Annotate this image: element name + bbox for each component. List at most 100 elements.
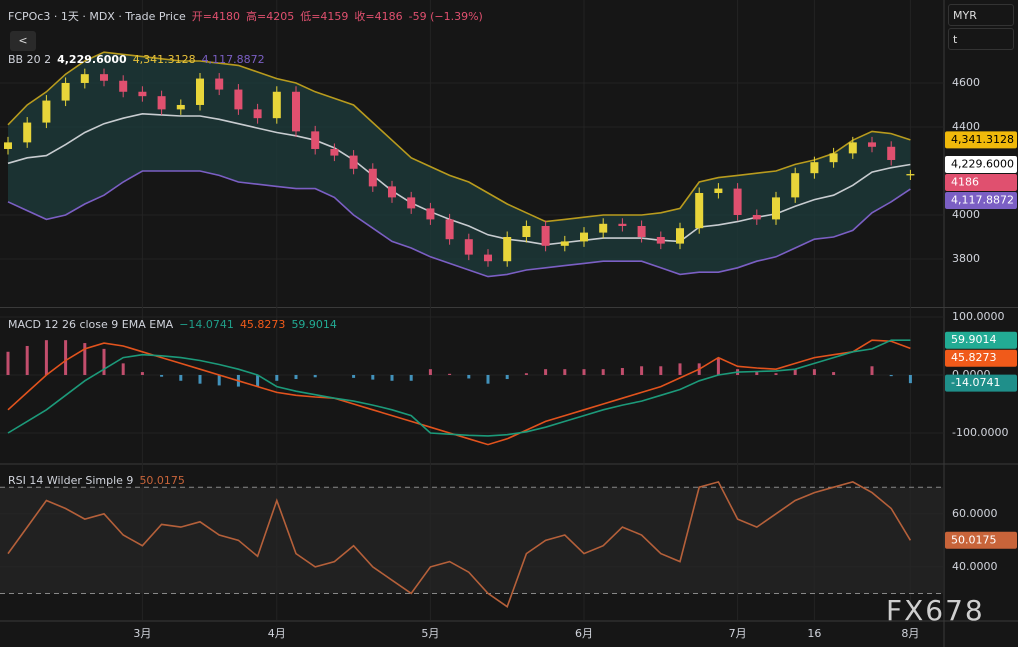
histogram-bar [448,373,452,375]
histogram-bar [44,340,48,375]
y-tick-label: 4600 [952,76,980,89]
indicator[interactable]: BB 20 2 [8,53,52,66]
currency-select[interactable]: MYR [948,4,1014,26]
histogram-bar [428,369,432,375]
price-tag [945,173,1017,191]
indicator[interactable]: RSI 14 Wilder Simple 9 [8,474,134,487]
histogram-bar [908,374,912,384]
legend-value: 50.0175 [139,474,185,487]
legend-value: 4,229.6000 [57,53,127,66]
histogram-bar [179,374,183,381]
histogram-bar [6,351,10,375]
candle-body [234,89,243,110]
y-tick-label: 4400 [952,120,980,133]
histogram-bar [524,373,528,375]
histogram-bar [160,374,164,377]
histogram-bar [793,369,797,375]
candle-body [791,173,800,198]
candle-body [599,223,608,233]
price-tag [945,531,1017,549]
histogram-bar [102,348,106,375]
price-tag-label: 59.9014 [951,333,997,346]
price-tag-label: 4,341.3128 [951,133,1014,146]
header: FCPOc3 · 1天 · MDX · Trade Price 开=4180 高=4… [8,8,489,24]
candle-body [215,78,224,90]
unit-select[interactable]: t [948,28,1014,50]
price-tag-label: 50.0175 [951,533,997,546]
price-tag-label: 4186 [951,175,979,188]
histogram-bar [832,372,836,375]
price-tag [945,374,1017,392]
candle-body [484,254,492,262]
price-tag [945,191,1017,209]
legend: MACD 12 26 close 9 EMA EMA −14.0741 45.827… [8,318,343,331]
histogram-bar [25,345,29,375]
price-tag-label: 45.8273 [951,351,997,364]
histogram-bar [121,363,125,375]
candle-body [100,74,108,81]
histogram-bar [678,363,682,375]
histogram-bar [601,369,605,375]
y-tick-label: 100.0000 [952,310,1005,323]
price-tag-label: -14.0741 [951,376,1000,389]
candle-body [292,91,300,132]
legend: BB 20 2 4,229.6000 4,341.3128 4,117.8872 [8,53,271,66]
candle-body [368,168,377,187]
candle-body [695,192,704,229]
back-button[interactable]: < [10,31,36,51]
histogram-bar [83,343,87,375]
histogram-bar [659,366,663,375]
indicator[interactable]: MACD 12 26 close 9 EMA EMA [8,318,174,331]
candle-body [522,225,531,238]
histogram-bar [409,374,413,381]
legend-value: −14.0741 [179,318,234,331]
legend-value: 4,341.3128 [132,53,196,66]
candle-body [349,155,358,169]
histogram-bar [505,374,509,380]
candle-body [445,219,454,240]
price-tag [945,349,1017,367]
open: 开=4180 [191,10,240,23]
histogram-bar [582,369,586,375]
indicator-line [7,339,911,437]
histogram-bar [217,374,221,386]
y-tick-label: 3800 [952,252,980,265]
candle-body [560,241,569,246]
candle-body [618,223,627,226]
legend-value: 59.9014 [291,318,337,331]
y-tick-label: 40.0000 [952,560,998,573]
histogram-bar [889,374,893,377]
candle-body [311,131,320,149]
close: 收=4186 [354,10,403,23]
histogram-bar [870,366,874,375]
candle-body [464,239,473,255]
histogram-bar [64,340,68,375]
histogram-bar [716,357,720,375]
candle-body [580,232,588,242]
candle-body [637,225,646,238]
candle-body [656,237,665,244]
histogram-bar [275,374,279,381]
symbol[interactable]: FCPOc3 · 1天 · MDX · Trade Price [8,10,186,23]
candle-body [868,142,876,147]
candle-body [407,197,416,209]
candle-body [772,197,780,220]
candle-body [388,186,396,198]
legend-value: 45.8273 [239,318,286,331]
y-tick-label: -100.0000 [952,426,1008,439]
candle-body [426,208,435,220]
watermark: FX678 [886,594,985,627]
histogram-bar [812,369,816,375]
candle-body [176,104,185,110]
high: 高=4205 [245,10,295,23]
price-tag-label: 4,117.8872 [951,193,1014,206]
candle-body [541,225,550,246]
x-tick-label: 6月 [575,627,593,640]
y-tick-label: 4000 [952,208,980,221]
histogram-bar [390,374,394,381]
candle-body [42,100,51,123]
x-tick-label: 5月 [421,627,439,640]
band-fill [8,52,911,277]
